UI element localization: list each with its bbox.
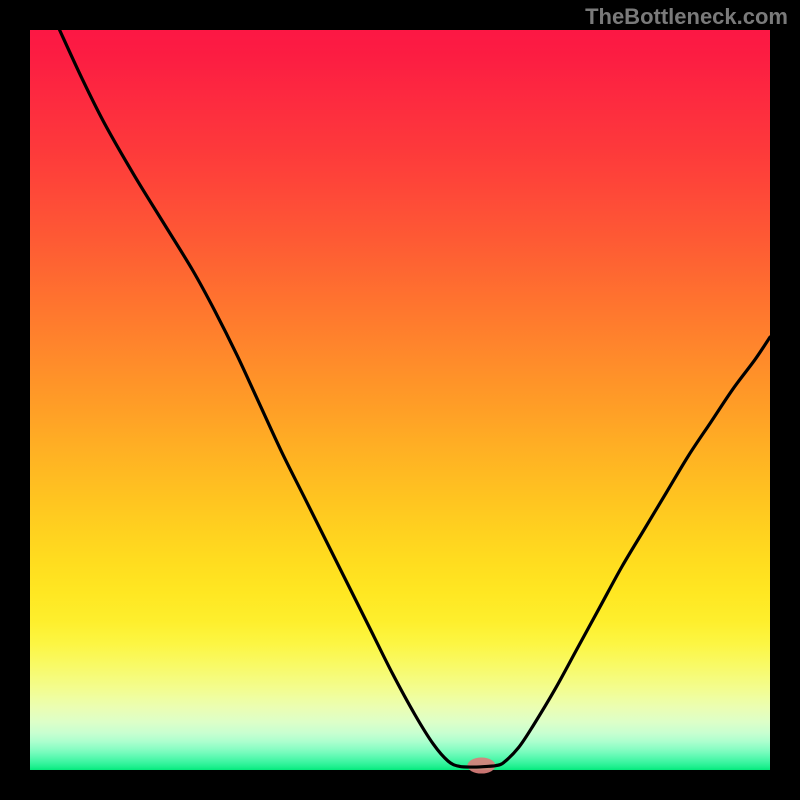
bottleneck-chart-svg (0, 0, 800, 800)
chart-stage: TheBottleneck.com (0, 0, 800, 800)
plot-gradient-area (30, 30, 770, 770)
